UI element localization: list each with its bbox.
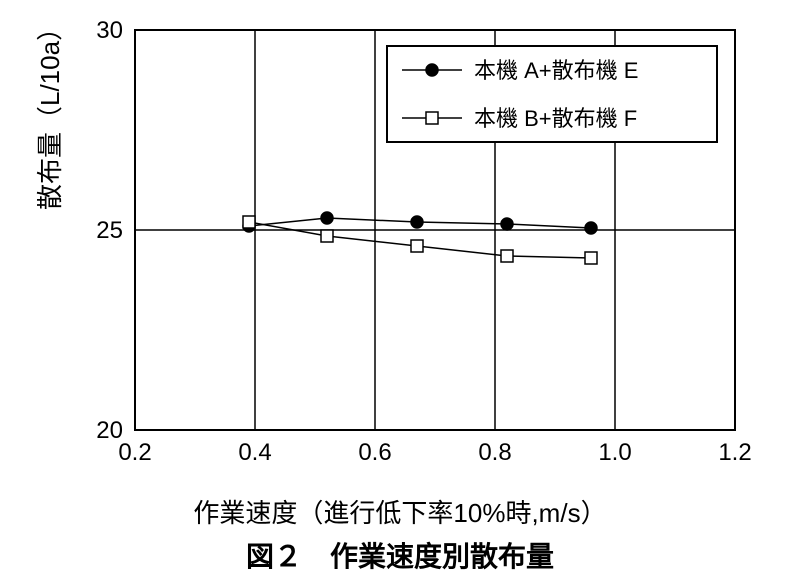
svg-text:1.2: 1.2 [718,439,751,466]
chart-container: 0.2 0.4 0.6 0.8 1.0 1.2 20 25 30 本機 A+散布機 E 本機 B+散… [20,10,780,580]
svg-text:0.6: 0.6 [358,439,391,466]
chart-caption: 図２ 作業速度別散布量 [20,535,780,575]
svg-text:0.2: 0.2 [118,439,151,466]
x-axis-label: 作業速度（進行低下率10%時,m/s） [20,493,780,530]
svg-text:本機 A+散布機 E: 本機 A+散布機 E [474,58,638,83]
svg-text:0.8: 0.8 [478,439,511,466]
svg-text:20: 20 [96,417,123,444]
y-axis-label: 散布量（L/10a） [30,15,67,210]
svg-text:0.4: 0.4 [238,439,271,466]
svg-text:30: 30 [96,17,123,44]
chart-svg: 0.2 0.4 0.6 0.8 1.0 1.2 20 25 30 本機 A+散布機 E 本機 B+散… [20,10,780,480]
svg-text:25: 25 [96,217,123,244]
svg-text:1.0: 1.0 [598,439,631,466]
svg-text:本機 B+散布機 F: 本機 B+散布機 F [474,106,637,131]
